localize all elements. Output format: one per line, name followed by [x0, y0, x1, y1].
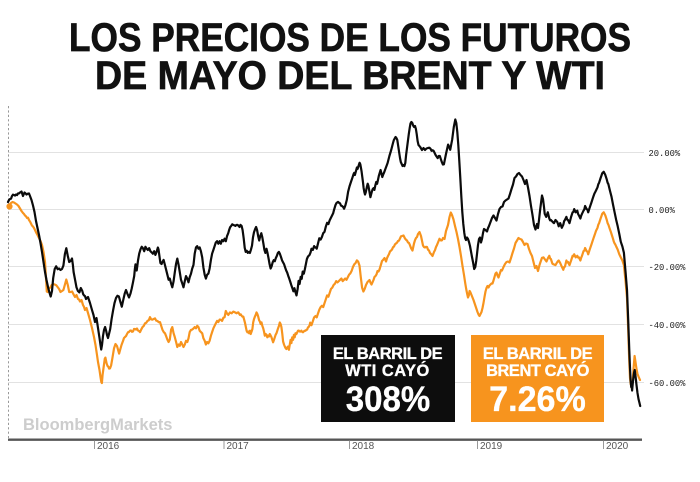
svg-text:-60.00%: -60.00% — [649, 379, 687, 389]
svg-text:0.00%: 0.00% — [649, 206, 676, 216]
svg-text:2016: 2016 — [97, 441, 120, 452]
svg-text:-40.00%: -40.00% — [649, 321, 687, 331]
svg-text:BloombergMarkets: BloombergMarkets — [23, 416, 172, 434]
svg-text:20.00%: 20.00% — [649, 149, 681, 159]
svg-text:2018: 2018 — [352, 441, 375, 452]
svg-text:2017: 2017 — [227, 441, 250, 452]
svg-text:2019: 2019 — [480, 441, 503, 452]
svg-text:2020: 2020 — [606, 441, 629, 452]
svg-text:-20.00%: -20.00% — [649, 263, 687, 273]
